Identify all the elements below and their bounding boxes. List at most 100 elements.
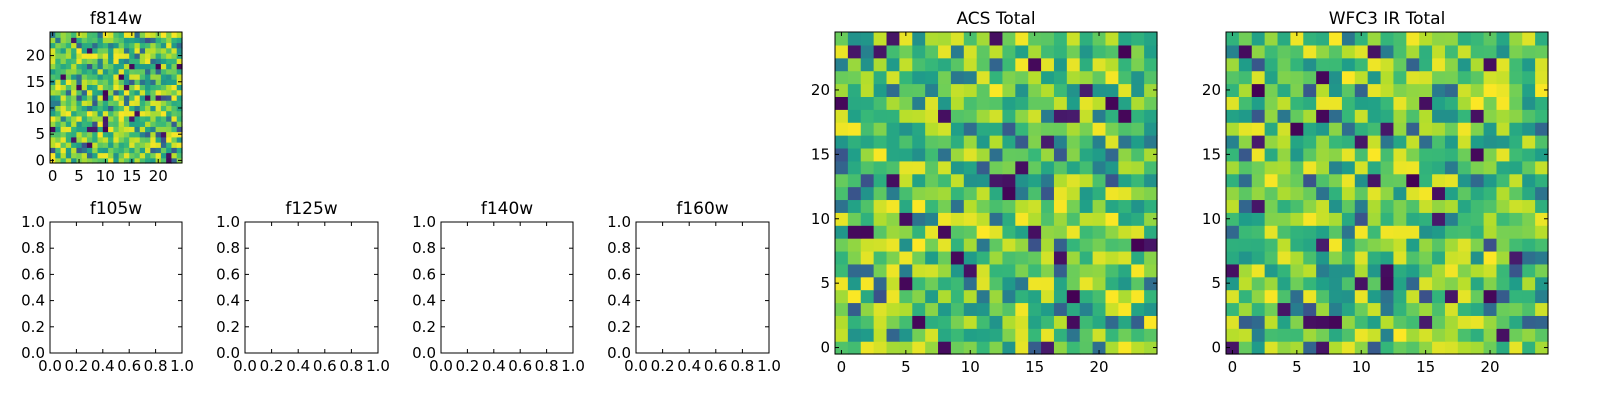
acs-total-cell — [873, 44, 888, 59]
acs-total-cell — [899, 289, 913, 304]
f814w-cell — [65, 136, 72, 143]
f814w-cell — [171, 100, 178, 106]
acs-total-cell — [847, 83, 862, 97]
f814w-cell — [134, 105, 141, 112]
wfc3-ir-total-cell — [1483, 289, 1498, 304]
f814w-cell — [108, 142, 114, 148]
acs-total-cell — [1015, 199, 1029, 213]
wfc3-ir-total-cell — [1226, 160, 1240, 175]
f814w-cell — [55, 47, 62, 54]
f814w-cell — [55, 152, 62, 159]
acs-total-cell — [899, 328, 913, 342]
wfc3-ir-total-cell — [1303, 57, 1317, 72]
f814w-cell — [155, 42, 162, 49]
wfc3-ir-total-cell — [1406, 225, 1420, 239]
acs-total-cell — [860, 122, 875, 136]
wfc3-ir-total-cell — [1522, 160, 1536, 175]
f814w-cell — [160, 84, 167, 91]
acs-total-cell — [1144, 44, 1158, 59]
acs-total-cell — [886, 315, 900, 329]
acs-total-cell — [950, 328, 965, 342]
wfc3-ir-total-cell — [1483, 225, 1498, 239]
acs-total-cell — [1028, 212, 1042, 226]
wfc3-ir-total-cell — [1354, 199, 1369, 213]
wfc3-ir-total-cell — [1419, 225, 1433, 239]
wfc3-ir-total-cell — [1367, 70, 1382, 85]
acs-total-cell — [1002, 70, 1016, 85]
wfc3-ir-total-cell — [1251, 44, 1266, 59]
wfc3-ir-total-cell — [1522, 122, 1536, 136]
acs-total-cell — [1105, 122, 1119, 136]
wfc3-ir-total-cell — [1432, 315, 1446, 329]
wfc3-ir-total-cell — [1277, 276, 1291, 291]
wfc3-ir-total-cell — [1509, 32, 1523, 46]
acs-total-cell — [1041, 238, 1055, 252]
f814w-xtick-label: 10 — [96, 167, 115, 185]
acs-total-cell — [1015, 186, 1029, 201]
f814w-cell — [65, 105, 72, 112]
wfc3-ir-total-cell — [1509, 160, 1523, 175]
acs-total-cell — [1002, 199, 1016, 213]
wfc3-ir-total-cell — [1483, 250, 1498, 265]
acs-total-cell — [1002, 302, 1016, 316]
wfc3-ir-total-cell — [1238, 122, 1253, 136]
f814w-cell — [97, 147, 104, 154]
f814w-cell — [171, 47, 178, 54]
acs-total-cell — [1144, 250, 1158, 265]
wfc3-ir-total-cell — [1483, 263, 1498, 278]
acs-total-cell — [1028, 70, 1042, 85]
f814w-cell — [176, 100, 183, 106]
wfc3-ir-total-cell — [1341, 83, 1356, 97]
f814w-cell — [139, 94, 146, 101]
f814w-cell — [123, 84, 130, 91]
wfc3-ir-total-cell — [1316, 70, 1330, 85]
wfc3-ir-total-cell — [1432, 289, 1446, 304]
acs-total-cell — [873, 83, 888, 97]
wfc3-ir-total-cell — [1341, 173, 1356, 188]
wfc3-ir-total-cell — [1277, 109, 1291, 123]
f814w-cell — [86, 126, 93, 133]
wfc3-ir-total-cell — [1419, 147, 1433, 162]
f814w-cell — [134, 47, 141, 54]
wfc3-ir-total-cell — [1483, 70, 1498, 85]
acs-total-cell — [1002, 225, 1016, 239]
wfc3-ir-total-cell — [1444, 186, 1459, 201]
acs-total-cell — [847, 96, 862, 110]
f814w-cell — [166, 147, 173, 154]
f814w-cell — [166, 142, 173, 148]
acs-total-cell — [1015, 225, 1029, 239]
acs-total-cell — [938, 212, 952, 226]
f814w-cell — [81, 105, 88, 112]
wfc3-ir-total-cell — [1367, 160, 1382, 175]
wfc3-ir-total-cell — [1367, 238, 1382, 252]
wfc3-ir-total-cell — [1341, 289, 1356, 304]
f814w-cell — [86, 152, 93, 159]
f814w-cell — [129, 142, 136, 148]
acs-total-cell — [835, 160, 849, 175]
acs-total-cell — [1015, 70, 1029, 85]
f814w-cell — [171, 157, 178, 164]
wfc3-ir-total-cell — [1238, 302, 1253, 316]
acs-total-cell — [860, 315, 875, 329]
wfc3-ir-total-cell — [1238, 250, 1253, 265]
f814w-cell — [150, 157, 157, 164]
f814w-cell — [176, 42, 183, 49]
f814w-cell — [65, 142, 72, 148]
acs-total-cell — [1118, 276, 1132, 291]
f814w-cell — [113, 37, 120, 44]
wfc3-ir-total-cell — [1406, 122, 1420, 136]
f814w-cell — [76, 89, 83, 96]
f814w-cell — [129, 147, 136, 154]
wfc3-ir-total-cell — [1226, 328, 1240, 342]
f814w-cell — [71, 152, 77, 159]
f105w-xtick-label: 1.0 — [170, 357, 194, 375]
wfc3-ir-total-cell — [1432, 276, 1446, 291]
wfc3-ir-total-cell — [1251, 109, 1266, 123]
f814w-cell — [160, 115, 167, 122]
f814w-cell — [145, 89, 151, 96]
f814w-cell — [134, 52, 141, 59]
wfc3-ir-total-cell — [1522, 173, 1536, 188]
f814w-cell — [71, 100, 77, 106]
f814w-cell — [71, 32, 77, 38]
f814w-cell — [118, 37, 125, 44]
